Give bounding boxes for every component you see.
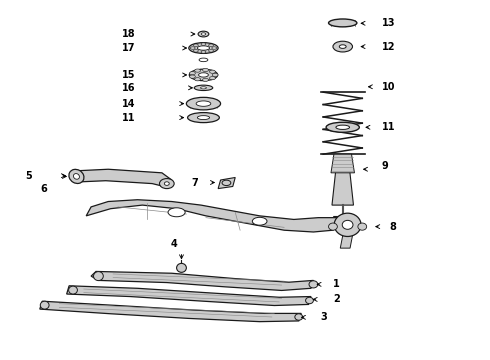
Ellipse shape (198, 31, 209, 37)
Text: 13: 13 (382, 18, 395, 28)
Polygon shape (67, 286, 311, 306)
Ellipse shape (336, 125, 349, 130)
Polygon shape (91, 271, 314, 291)
Ellipse shape (159, 179, 174, 189)
Ellipse shape (306, 297, 314, 304)
Ellipse shape (222, 180, 231, 185)
Text: 16: 16 (122, 83, 135, 93)
Polygon shape (333, 216, 352, 232)
Ellipse shape (212, 47, 217, 49)
Text: 5: 5 (25, 171, 32, 181)
Ellipse shape (201, 51, 206, 53)
Text: 14: 14 (122, 99, 135, 109)
Ellipse shape (168, 208, 185, 217)
Ellipse shape (69, 169, 84, 184)
Text: 8: 8 (389, 222, 396, 231)
Ellipse shape (329, 19, 357, 27)
Text: 10: 10 (382, 82, 395, 92)
Ellipse shape (209, 50, 214, 52)
Ellipse shape (197, 116, 210, 120)
Ellipse shape (326, 122, 359, 132)
Ellipse shape (334, 213, 361, 237)
Text: 2: 2 (333, 294, 340, 305)
Ellipse shape (69, 286, 77, 294)
Ellipse shape (212, 73, 218, 77)
Text: 11: 11 (122, 113, 135, 123)
Text: 7: 7 (192, 177, 198, 188)
Text: 12: 12 (382, 42, 395, 51)
Polygon shape (218, 177, 235, 189)
Text: 4: 4 (171, 239, 177, 249)
Ellipse shape (190, 47, 195, 49)
Ellipse shape (295, 314, 303, 320)
Ellipse shape (164, 182, 169, 185)
Ellipse shape (202, 78, 208, 81)
Text: 17: 17 (122, 43, 135, 53)
Ellipse shape (190, 72, 196, 75)
Ellipse shape (252, 217, 267, 225)
Text: 6: 6 (40, 184, 47, 194)
Ellipse shape (210, 77, 216, 80)
Ellipse shape (201, 33, 206, 35)
Ellipse shape (196, 101, 211, 106)
Ellipse shape (210, 70, 216, 73)
Polygon shape (340, 235, 352, 248)
Ellipse shape (190, 75, 196, 78)
Ellipse shape (194, 50, 198, 52)
Polygon shape (40, 301, 301, 321)
Ellipse shape (195, 69, 200, 72)
Ellipse shape (309, 281, 318, 288)
Text: 3: 3 (321, 312, 327, 322)
Ellipse shape (329, 223, 337, 230)
Ellipse shape (40, 301, 49, 309)
Ellipse shape (186, 97, 220, 110)
Ellipse shape (189, 69, 218, 81)
Ellipse shape (197, 46, 210, 50)
Ellipse shape (188, 113, 220, 123)
Ellipse shape (339, 45, 346, 48)
Ellipse shape (198, 73, 208, 77)
Ellipse shape (202, 68, 208, 72)
Text: 11: 11 (382, 122, 395, 132)
Ellipse shape (194, 44, 198, 46)
Ellipse shape (74, 174, 79, 179)
Ellipse shape (194, 85, 213, 90)
Ellipse shape (176, 264, 186, 273)
Ellipse shape (189, 42, 218, 53)
Ellipse shape (195, 78, 200, 81)
Ellipse shape (333, 41, 352, 52)
Text: 9: 9 (382, 161, 389, 171)
Text: 1: 1 (333, 279, 340, 289)
Ellipse shape (342, 220, 353, 229)
Ellipse shape (358, 223, 367, 230)
Ellipse shape (200, 87, 206, 89)
Ellipse shape (94, 272, 103, 280)
Text: 18: 18 (122, 29, 135, 39)
Ellipse shape (201, 43, 206, 45)
Polygon shape (72, 169, 172, 187)
Polygon shape (86, 200, 343, 232)
Polygon shape (332, 160, 353, 205)
Ellipse shape (209, 44, 214, 46)
Text: 15: 15 (122, 70, 135, 80)
Polygon shape (331, 154, 354, 173)
